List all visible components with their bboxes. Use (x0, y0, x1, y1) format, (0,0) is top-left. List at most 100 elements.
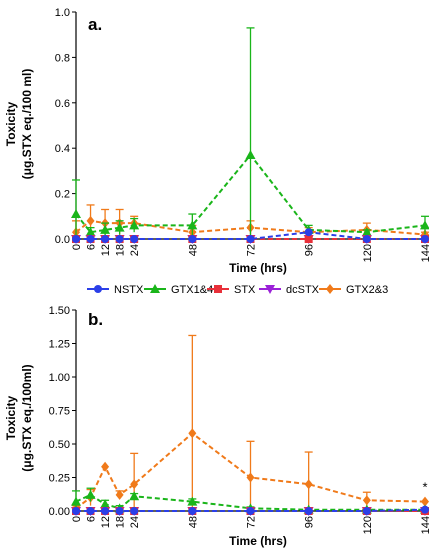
panel-a-chart: a. Toxicity (μg.STX eq./100 ml) Time (hr… (4, 7, 429, 275)
panel-a-point-gtx1-4 (361, 227, 372, 237)
panel-b-y-tick-label: 1.50 (49, 305, 70, 317)
panel-b-x-tick-label: 120 (362, 516, 374, 534)
panel-b-y-tick-label: 0.25 (49, 473, 70, 485)
panel-b-annotation: * (422, 480, 427, 495)
panel-b-point-gtx1-4 (187, 496, 198, 506)
panel-b-point-gtx1-4 (71, 496, 81, 506)
panel-b-x-tick-label: 72 (246, 516, 258, 528)
panel-b-x-tick-label: 96 (304, 516, 316, 528)
panel-a-y-tick-label: 0.6 (55, 98, 70, 110)
panel-b-point-gtx2-3 (421, 496, 429, 507)
legend-marker-stx (214, 285, 222, 293)
panel-b-point-nstx (188, 507, 197, 515)
panel-a-x-tick-label: 0 (71, 244, 83, 250)
panel-b-y-tick-label: 0.75 (49, 406, 70, 418)
panel-a-point-nstx (101, 235, 110, 243)
panel-a-point-gtx1-4 (129, 220, 140, 230)
panel-b-point-gtx2-3 (246, 472, 255, 483)
legend-label-nstx: NSTX (114, 284, 144, 296)
panel-a-point-gtx1-4 (187, 220, 198, 230)
panel-b-point-gtx2-3 (188, 428, 197, 439)
panel-b-point-nstx (421, 505, 429, 514)
panel-a-point-nstx (362, 235, 371, 243)
panel-b-x-tick-label: 144 (420, 516, 429, 534)
panel-b-series-nstx (72, 505, 429, 515)
panel-a-point-nstx (304, 228, 313, 237)
panel-b-point-gtx1-4 (129, 491, 140, 501)
panel-a-point-gtx1-4 (71, 209, 81, 219)
panel-a-point-stx (304, 235, 313, 243)
panel-a-series-gtx1-4 (71, 27, 429, 239)
panel-a-x-tick-label: 24 (129, 244, 141, 256)
panel-a-series-nstx (72, 228, 429, 243)
panel-a-y-tick-label: 0.4 (55, 143, 70, 155)
panel-b-y-tick-label: 1.25 (49, 339, 70, 351)
legend-item-nstx: NSTX (87, 284, 144, 296)
legend-marker-gtx1-4 (150, 284, 160, 293)
panel-a-x-tick-label: 48 (187, 244, 199, 256)
panel-b-ylabel-line2: (μg.STX eq./100ml) (20, 364, 34, 471)
panel-b-y-tick-label: 1.00 (49, 372, 70, 384)
panel-a-line-gtx1-4 (75, 153, 426, 234)
panel-b-line-gtx2-3 (75, 432, 426, 510)
panel-b-point-nstx (304, 507, 313, 515)
panel-b-series-gtx2-3 (72, 334, 429, 514)
panel-b-point-nstx (246, 507, 255, 515)
panel-a-point-nstx (246, 235, 255, 243)
legend-marker-nstx (94, 285, 102, 293)
panel-a-ylabel-line2: (μg.STX eq./100 ml) (20, 69, 34, 180)
panel-b-point-gtx1-4 (100, 499, 111, 509)
panel-a-point-nstx (86, 235, 95, 243)
panel-a-y-tick-label: 0.0 (55, 234, 70, 246)
panel-a-point-gtx1-4 (85, 227, 96, 237)
panel-a-point-nstx (421, 235, 429, 243)
panel-a-x-tick-label: 120 (362, 244, 374, 262)
legend-item-gtx2-3: GTX2&3 (319, 284, 388, 296)
panel-a-point-gtx1-4 (114, 222, 125, 232)
panel-b-line-gtx1-4 (75, 493, 425, 511)
panel-a-point-gtx1-4 (245, 150, 256, 160)
panel-b-x-tick-label: 6 (86, 516, 98, 522)
panel-b-y-tick-label: 0.00 (49, 506, 70, 518)
panel-a-point-gtx1-4 (100, 224, 111, 234)
legend-label-stx: STX (234, 284, 256, 296)
legend: NSTX GTX1&4 STX dcSTX GTX2&3 (87, 284, 388, 296)
legend-marker-gtx2-3 (326, 284, 334, 294)
panel-b-point-nstx (101, 507, 110, 515)
panel-b-y-tick-label: 0.50 (49, 439, 70, 451)
panel-a-point-gtx2-3 (86, 215, 95, 226)
panel-a-x-tick-label: 6 (86, 244, 98, 250)
panel-a-label: a. (88, 15, 102, 34)
panel-b-point-nstx (130, 507, 139, 515)
panel-b-point-gtx2-3 (130, 479, 139, 490)
panel-b-label: b. (88, 310, 103, 329)
panel-a-point-gtx1-4 (420, 220, 429, 230)
panel-b-xlabel: Time (hrs) (229, 534, 287, 548)
panel-a-point-nstx (130, 235, 139, 243)
panel-b-point-gtx2-3 (362, 495, 371, 506)
panel-a-y-tick-label: 1.0 (55, 7, 70, 19)
panel-b-x-tick-label: 12 (100, 516, 112, 528)
legend-label-gtx1-4: GTX1&4 (171, 284, 213, 296)
panel-a-y-tick-label: 0.2 (55, 189, 70, 201)
panel-a-ylabel-line1: Toxicity (4, 101, 18, 146)
panel-b-point-nstx (115, 507, 124, 515)
panel-b-point-gtx2-3 (304, 479, 313, 490)
panel-b-x-tick-label: 0 (71, 516, 83, 522)
legend-item-gtx1-4: GTX1&4 (144, 284, 213, 296)
panel-b-point-gtx1-4 (85, 489, 96, 499)
legend-item-stx: STX (207, 284, 256, 296)
panel-b-chart: b. Toxicity (μg.STX eq./100ml) Time (hrs… (4, 305, 429, 548)
legend-label-dcstx: dcSTX (286, 284, 320, 296)
panel-b-point-gtx2-3 (101, 461, 110, 472)
legend-label-gtx2-3: GTX2&3 (346, 284, 388, 296)
panel-b-x-tick-label: 18 (115, 516, 127, 528)
legend-item-dcstx: dcSTX (259, 284, 320, 296)
panel-b-point-nstx (86, 507, 95, 515)
panel-b-point-nstx (362, 507, 371, 515)
panel-b-point-nstx (72, 507, 80, 515)
panel-a-point-nstx (188, 235, 197, 243)
panel-b-point-gtx2-3 (115, 489, 124, 500)
panel-a-x-tick-label: 72 (246, 244, 258, 256)
